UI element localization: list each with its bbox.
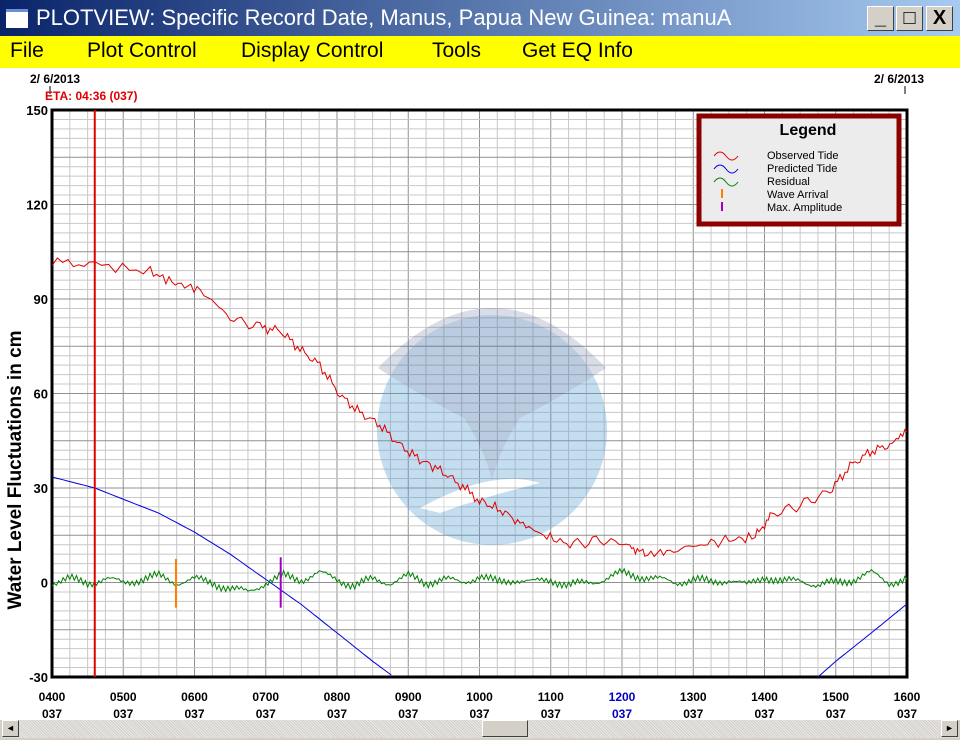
x-tick-label: 1500 (822, 690, 849, 704)
x-tick-label: 1000 (466, 690, 493, 704)
x-tick-label: 0400 (39, 690, 66, 704)
x-tick-label: 0900 (395, 690, 422, 704)
x-tick-day: 037 (327, 707, 347, 720)
legend-swatch-0 (713, 151, 739, 161)
plot-frame (50, 108, 909, 679)
x-tick-day: 037 (826, 707, 846, 720)
y-tick-label: 30 (34, 481, 48, 496)
date-right: 2/ 6/2013 (874, 72, 924, 86)
x-tick-day: 037 (612, 707, 632, 720)
menu-tools[interactable]: Tools (432, 39, 482, 62)
menu-bar: File Plot Control Display Control Tools … (0, 36, 960, 68)
series-observed-tide (52, 257, 907, 558)
noaa-logo-watermark (377, 308, 607, 545)
legend-entry: Observed Tide (767, 150, 839, 162)
x-tick-day: 037 (541, 707, 561, 720)
x-tick-label: 0700 (252, 690, 279, 704)
plot-area: 2/ 6/2013 ETA: 04:36 (037) 2/ 6/2013 Wat… (0, 68, 960, 721)
date-left: 2/ 6/2013 (30, 72, 80, 86)
maximize-button[interactable]: □ (896, 6, 923, 31)
title-bar: PLOTVIEW: Specific Record Date, Manus, P… (0, 0, 960, 36)
x-tick-label: 1600 (894, 690, 921, 704)
y-axis-label: Water Level Fluctuations in cm (5, 330, 26, 609)
x-tick-label: 0800 (324, 690, 351, 704)
scroll-thumb[interactable] (482, 720, 528, 737)
legend-entry: Wave Arrival (767, 189, 828, 201)
menu-display-control[interactable]: Display Control (241, 39, 384, 62)
x-tick-day: 037 (42, 707, 62, 720)
x-tick-day: 037 (256, 707, 276, 720)
y-tick-label: -30 (29, 670, 48, 685)
y-tick-label: 90 (34, 292, 48, 307)
x-tick-day: 037 (113, 707, 133, 720)
y-tick-label: 0 (41, 576, 48, 591)
scroll-right-button[interactable]: ► (941, 720, 958, 737)
menu-get-eq-info[interactable]: Get EQ Info (522, 39, 633, 62)
x-tick-day: 037 (398, 707, 418, 720)
x-tick-label: 0600 (181, 690, 208, 704)
x-tick-label: 0500 (110, 690, 137, 704)
legend-swatch-2 (713, 177, 739, 187)
x-tick-label: 1100 (538, 690, 564, 704)
series-predicted-tide (52, 476, 907, 677)
window-title: PLOTVIEW: Specific Record Date, Manus, P… (36, 5, 732, 30)
legend-title: Legend (780, 122, 837, 139)
x-tick-day: 037 (754, 707, 774, 720)
menu-plot-control[interactable]: Plot Control (87, 39, 197, 62)
x-tick-day: 037 (683, 707, 703, 720)
x-tick-day: 037 (184, 707, 204, 720)
legend-entry: Predicted Tide (767, 163, 837, 175)
menu-file[interactable]: File (10, 39, 44, 62)
y-tick-label: 60 (34, 387, 48, 402)
x-tick-day: 037 (897, 707, 917, 720)
y-tick-label: 150 (26, 103, 48, 118)
series-residual (52, 567, 907, 593)
x-tick-label: 1400 (751, 690, 778, 704)
minimize-button[interactable]: _ (867, 6, 894, 31)
legend-entry: Max. Amplitude (767, 202, 842, 214)
x-tick-day: 037 (469, 707, 489, 720)
tide-chart: 2/ 6/2013 ETA: 04:36 (037) 2/ 6/2013 Wat… (5, 72, 924, 721)
scroll-left-button[interactable]: ◄ (2, 720, 19, 737)
close-button[interactable]: X (926, 6, 953, 31)
x-tick-label: 1300 (680, 690, 707, 704)
legend-entry: Residual (767, 176, 810, 188)
horizontal-scrollbar[interactable]: ◄ ► (2, 720, 958, 738)
y-tick-label: 120 (26, 198, 48, 213)
eta-label: ETA: 04:36 (037) (45, 89, 137, 103)
x-tick-label: 1200 (609, 690, 636, 704)
legend-swatch-1 (713, 164, 739, 174)
window-icon (6, 9, 28, 28)
